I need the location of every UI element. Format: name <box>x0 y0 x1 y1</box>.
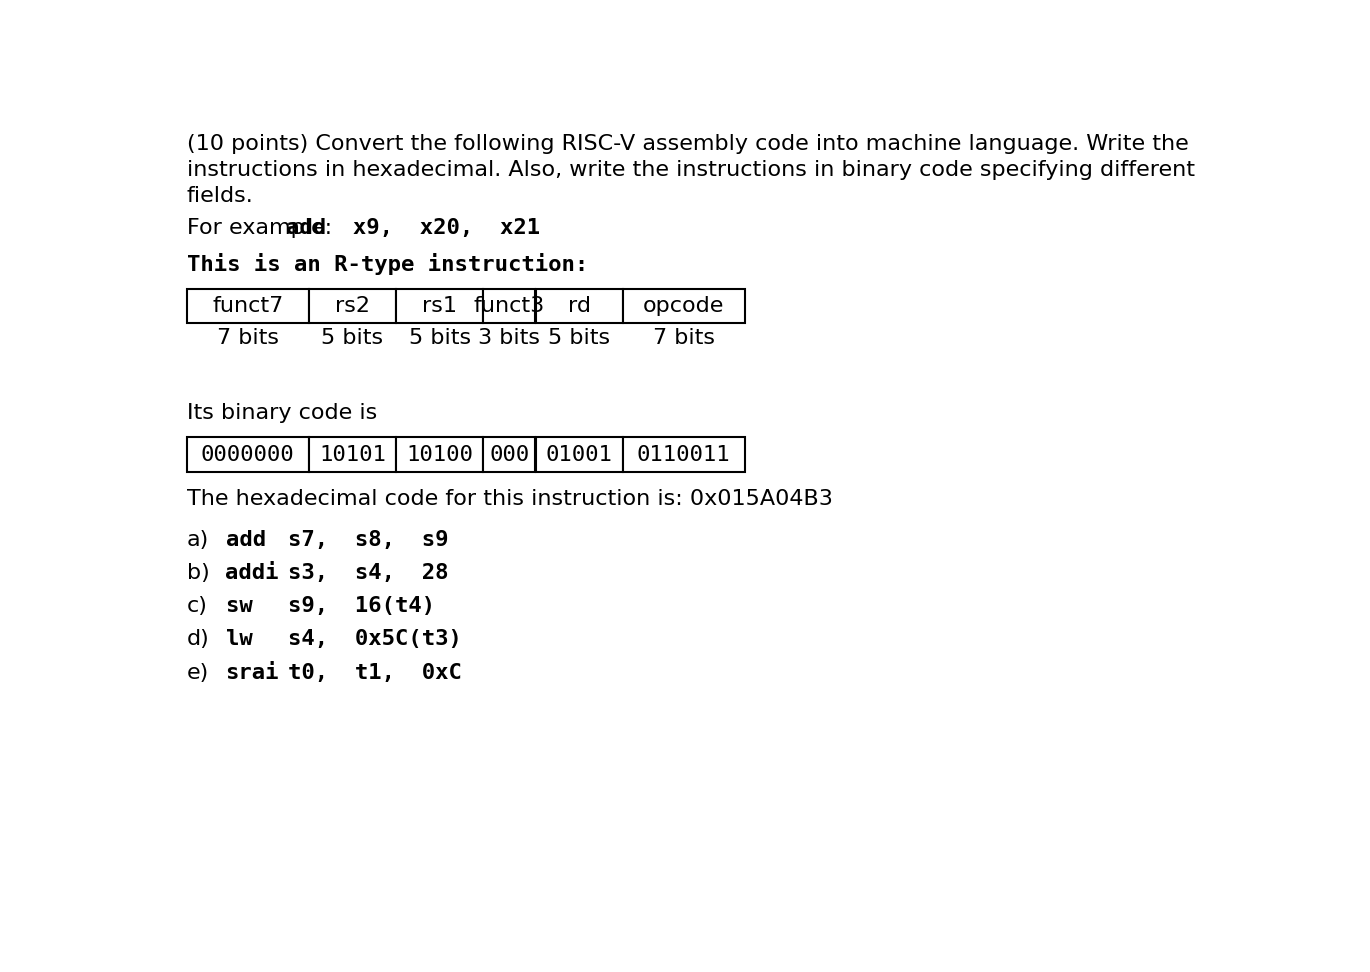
Text: instructions in hexadecimal. Also, write the instructions in binary code specify: instructions in hexadecimal. Also, write… <box>186 159 1195 180</box>
Text: add  x9,  x20,  x21: add x9, x20, x21 <box>286 219 540 238</box>
Bar <box>536 437 623 472</box>
Text: 10101: 10101 <box>319 444 386 465</box>
Text: funct3: funct3 <box>474 296 545 316</box>
Text: fields.: fields. <box>186 186 253 206</box>
Text: The hexadecimal code for this instruction is: 0x015A04B3: The hexadecimal code for this instructio… <box>186 489 833 509</box>
Text: (10 points) Convert the following RISC-V assembly code into machine language. Wr: (10 points) Convert the following RISC-V… <box>186 133 1189 154</box>
Text: funct7: funct7 <box>212 296 284 316</box>
Text: b): b) <box>186 563 210 583</box>
Text: rs2: rs2 <box>334 296 370 316</box>
Bar <box>186 289 308 323</box>
Bar <box>484 289 536 323</box>
Text: 5 bits: 5 bits <box>322 328 384 348</box>
Text: s3,  s4,  28: s3, s4, 28 <box>288 563 448 583</box>
Text: 0000000: 0000000 <box>201 444 295 465</box>
Bar <box>308 289 396 323</box>
Bar <box>623 437 745 472</box>
Text: For example:: For example: <box>186 219 338 238</box>
Text: sw: sw <box>226 597 279 616</box>
Text: 5 bits: 5 bits <box>408 328 471 348</box>
Bar <box>396 289 484 323</box>
Text: srai: srai <box>226 663 279 682</box>
Text: s9,  16(t4): s9, 16(t4) <box>288 597 434 616</box>
Text: e): e) <box>186 663 210 682</box>
Text: d): d) <box>186 630 210 649</box>
Text: 0110011: 0110011 <box>637 444 730 465</box>
Bar <box>536 289 623 323</box>
Text: c): c) <box>186 597 208 616</box>
Text: 5 bits: 5 bits <box>548 328 610 348</box>
Text: 01001: 01001 <box>545 444 612 465</box>
Text: 7 bits: 7 bits <box>652 328 715 348</box>
Text: Its binary code is: Its binary code is <box>186 403 377 423</box>
Text: rs1: rs1 <box>422 296 458 316</box>
Text: 3 bits: 3 bits <box>478 328 540 348</box>
Text: s4,  0x5C(t3): s4, 0x5C(t3) <box>288 630 462 649</box>
Text: opcode: opcode <box>643 296 725 316</box>
Bar <box>186 437 308 472</box>
Text: addi: addi <box>226 563 279 583</box>
Text: a): a) <box>186 530 210 550</box>
Text: This is an R-type instruction:: This is an R-type instruction: <box>186 253 588 275</box>
Text: 7 bits: 7 bits <box>216 328 278 348</box>
Text: s7,  s8,  s9: s7, s8, s9 <box>288 530 448 550</box>
Text: 000: 000 <box>489 444 529 465</box>
Text: 10100: 10100 <box>406 444 473 465</box>
Bar <box>308 437 396 472</box>
Text: lw: lw <box>226 630 279 649</box>
Text: t0,  t1,  0xC: t0, t1, 0xC <box>288 663 462 682</box>
Bar <box>484 437 536 472</box>
Bar <box>396 437 484 472</box>
Text: add: add <box>226 530 279 550</box>
Text: rd: rd <box>567 296 590 316</box>
Bar <box>623 289 745 323</box>
